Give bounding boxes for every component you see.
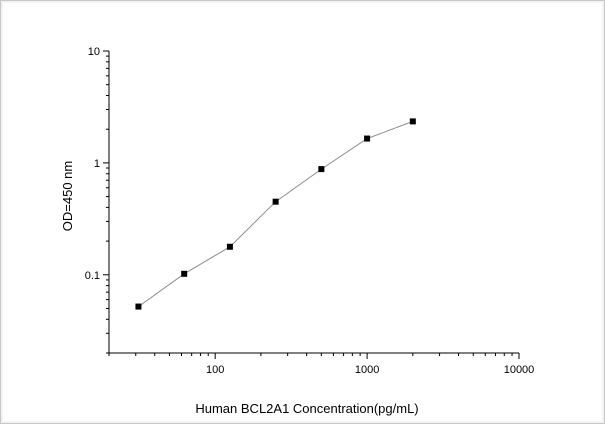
y-tick-label: 10 — [88, 46, 100, 58]
data-point — [226, 243, 233, 250]
y-tick-label: 0.1 — [85, 270, 100, 282]
axes — [108, 51, 519, 354]
data-point — [181, 270, 188, 277]
x-tick-label: 1000 — [355, 364, 379, 376]
x-axis-title: Human BCL2A1 Concentration(pg/mL) — [195, 401, 418, 416]
series-line — [138, 120, 413, 308]
y-axis-title: OD=450 nm — [60, 161, 75, 231]
tick-labels: 100 1000 10000 0.1 1 10 — [85, 46, 535, 376]
x-tick-label: 100 — [206, 364, 224, 376]
x-tick-label: 10000 — [504, 364, 535, 376]
data-point — [318, 166, 325, 173]
data-point — [409, 118, 416, 125]
markers-group — [135, 118, 416, 310]
data-point — [135, 303, 142, 310]
y-tick-label: 1 — [94, 158, 100, 170]
series-line-group — [138, 120, 413, 308]
data-point — [364, 135, 371, 142]
ticks — [103, 50, 520, 359]
data-point — [272, 198, 279, 205]
